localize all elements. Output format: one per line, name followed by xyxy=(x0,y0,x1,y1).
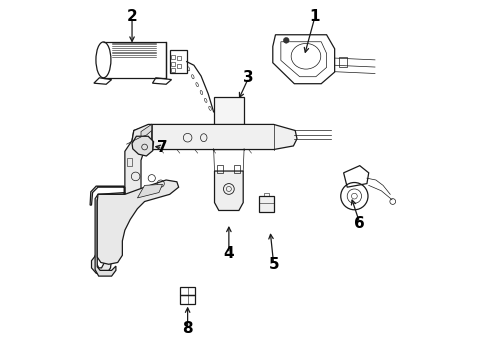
Text: 5: 5 xyxy=(269,257,279,272)
Text: 6: 6 xyxy=(354,216,365,230)
Bar xyxy=(126,158,132,166)
Polygon shape xyxy=(132,136,153,156)
Bar xyxy=(339,57,347,67)
Bar xyxy=(265,193,269,197)
Circle shape xyxy=(283,37,289,43)
Bar xyxy=(234,165,240,172)
Bar xyxy=(177,64,181,68)
Text: 2: 2 xyxy=(126,9,137,24)
Text: 3: 3 xyxy=(243,70,254,85)
Bar xyxy=(180,296,195,303)
Polygon shape xyxy=(97,180,179,264)
Text: 4: 4 xyxy=(223,246,234,261)
Polygon shape xyxy=(215,171,243,211)
Bar xyxy=(259,197,274,212)
Polygon shape xyxy=(141,125,152,137)
Bar xyxy=(177,56,181,60)
Text: 8: 8 xyxy=(182,321,193,336)
Text: 7: 7 xyxy=(157,140,168,155)
Polygon shape xyxy=(125,125,152,203)
Polygon shape xyxy=(137,184,163,198)
Bar xyxy=(172,62,175,66)
Bar xyxy=(217,165,223,172)
Text: 1: 1 xyxy=(310,9,320,24)
Bar xyxy=(172,68,175,72)
Polygon shape xyxy=(90,186,125,276)
Bar xyxy=(214,96,244,149)
Bar xyxy=(180,287,195,296)
Polygon shape xyxy=(92,193,141,275)
Polygon shape xyxy=(132,125,297,149)
Bar xyxy=(172,55,175,59)
